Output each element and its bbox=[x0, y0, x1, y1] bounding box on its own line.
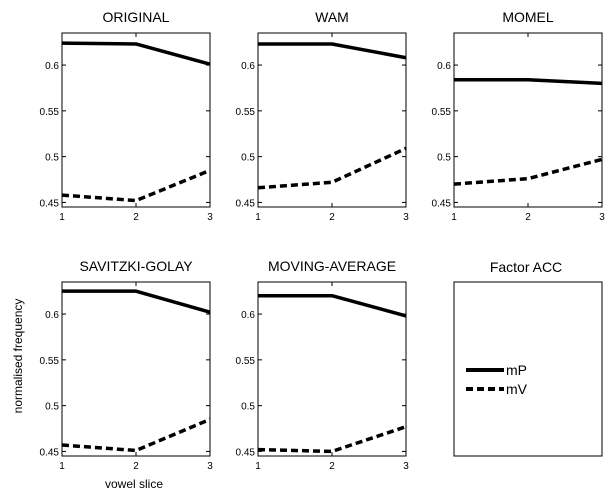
series-line-mp bbox=[62, 289, 211, 314]
y-tick-label: 0.45 bbox=[432, 198, 452, 209]
y-tick-label: 0.55 bbox=[40, 356, 60, 367]
series-line-mp bbox=[61, 41, 211, 66]
x-tick-label: 2 bbox=[133, 461, 139, 472]
series-line-mv bbox=[453, 157, 603, 186]
y-tick-label: 0.45 bbox=[236, 198, 256, 209]
chart-title: SAVITZKI-GOLAY bbox=[79, 258, 193, 274]
series-line-mp bbox=[258, 42, 407, 60]
legend-label-mp: mP bbox=[506, 362, 527, 378]
x-tick-label: 3 bbox=[599, 212, 605, 223]
x-tick-label: 3 bbox=[403, 461, 409, 472]
y-tick-label: 0.5 bbox=[45, 153, 59, 164]
chart-panel-5: MOVING-AVERAGE 0.45 0.5 0.55 0.6 1 2 3 bbox=[236, 258, 410, 472]
x-tick-label: 3 bbox=[403, 212, 409, 223]
legend-panel: Factor ACC mP mV bbox=[453, 259, 603, 457]
series-line-mv bbox=[257, 146, 407, 190]
x-tick-label: 2 bbox=[329, 212, 335, 223]
plot-frame bbox=[61, 281, 211, 457]
x-tick-label: 3 bbox=[207, 461, 213, 472]
figure-ylabel: normalised frequency bbox=[11, 299, 25, 414]
figure-xlabel: vowel slice bbox=[105, 477, 163, 491]
y-tick-label: 0.5 bbox=[437, 153, 451, 164]
y-tick-label: 0.6 bbox=[45, 61, 59, 72]
x-tick-label: 1 bbox=[255, 212, 261, 223]
x-tick-label: 2 bbox=[133, 212, 139, 223]
legend-panel-title: Factor ACC bbox=[490, 259, 562, 275]
legend-panel-frame bbox=[453, 281, 603, 457]
y-tick-label: 0.6 bbox=[241, 310, 255, 321]
y-tick-label: 0.55 bbox=[40, 107, 60, 118]
y-tick-label: 0.5 bbox=[241, 153, 255, 164]
series-line-mp bbox=[454, 77, 603, 86]
chart-title: MOVING-AVERAGE bbox=[268, 258, 396, 274]
x-tick-label: 3 bbox=[207, 212, 213, 223]
chart-panel-2: WAM 0.45 0.5 0.55 0.6 1 2 3 bbox=[236, 9, 410, 223]
chart-title: ORIGINAL bbox=[103, 9, 170, 25]
y-tick-label: 0.45 bbox=[40, 447, 60, 458]
y-tick-label: 0.55 bbox=[432, 107, 452, 118]
x-tick-label: 2 bbox=[329, 461, 335, 472]
x-tick-label: 1 bbox=[255, 461, 261, 472]
chart-panel-1: ORIGINAL 0.45 0.5 0.55 0.6 1 2 3 bbox=[40, 9, 214, 223]
y-tick-label: 0.6 bbox=[45, 310, 59, 321]
chart-panel-4: SAVITZKI-GOLAY 0.45 0.5 0.55 0.6 1 2 3 bbox=[40, 258, 214, 472]
y-tick-label: 0.6 bbox=[437, 61, 451, 72]
y-tick-label: 0.55 bbox=[236, 356, 256, 367]
y-tick-label: 0.55 bbox=[236, 107, 256, 118]
series-line-mv bbox=[61, 168, 211, 203]
y-tick-label: 0.45 bbox=[236, 447, 256, 458]
plot-frame bbox=[257, 32, 407, 208]
chart-title: WAM bbox=[315, 9, 349, 25]
chart-title: MOMEL bbox=[502, 9, 554, 25]
y-tick-label: 0.5 bbox=[241, 402, 255, 413]
series-line-mv bbox=[61, 417, 211, 453]
series-line-mp bbox=[258, 293, 407, 318]
legend-label-mv: mV bbox=[506, 381, 528, 397]
x-tick-label: 1 bbox=[451, 212, 457, 223]
y-tick-label: 0.45 bbox=[40, 198, 60, 209]
chart-panels: ORIGINAL 0.45 0.5 0.55 0.6 1 2 3 WAM 0.45 0.5 0.55 0… bbox=[40, 9, 606, 472]
series-line-mv bbox=[257, 425, 407, 454]
x-tick-label: 1 bbox=[59, 212, 65, 223]
y-tick-label: 0.5 bbox=[45, 402, 59, 413]
chart-panel-3: MOMEL 0.45 0.5 0.55 0.6 1 2 3 bbox=[432, 9, 606, 223]
x-tick-label: 2 bbox=[525, 212, 531, 223]
x-tick-label: 1 bbox=[59, 461, 65, 472]
y-tick-label: 0.6 bbox=[241, 61, 255, 72]
